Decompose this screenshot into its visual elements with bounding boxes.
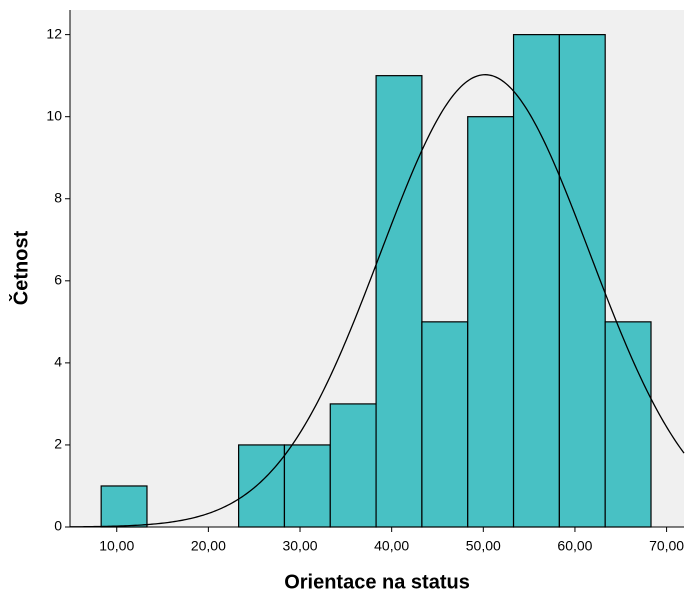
x-tick-label: 50,00 xyxy=(466,538,501,554)
bar xyxy=(467,116,515,528)
y-axis-title: Četnost xyxy=(8,230,32,305)
y-tick-label: 2 xyxy=(54,436,62,452)
x-tick-label: 40,00 xyxy=(374,538,409,554)
y-tick-label: 4 xyxy=(54,354,62,370)
x-tick-label: 70,00 xyxy=(649,538,684,554)
x-tick-label: 30,00 xyxy=(282,538,317,554)
x-tick-label: 20,00 xyxy=(191,538,226,554)
bar xyxy=(558,34,606,528)
y-tick-label: 12 xyxy=(46,25,62,41)
x-tick-label: 10,00 xyxy=(99,538,134,554)
x-axis-title: Orientace na status xyxy=(284,571,470,593)
x-tick-label: 60,00 xyxy=(557,538,592,554)
bar xyxy=(100,485,148,528)
y-tick-label: 0 xyxy=(54,518,62,534)
bar xyxy=(421,321,469,528)
bar xyxy=(512,34,560,528)
bar xyxy=(283,444,331,528)
y-tick-label: 6 xyxy=(54,272,62,288)
bar xyxy=(238,444,286,528)
bar xyxy=(329,403,377,528)
normal-curve xyxy=(69,74,685,528)
y-tick-label: 10 xyxy=(46,107,62,123)
bar xyxy=(375,75,423,528)
bar xyxy=(604,321,652,528)
y-tick-label: 8 xyxy=(54,189,62,205)
